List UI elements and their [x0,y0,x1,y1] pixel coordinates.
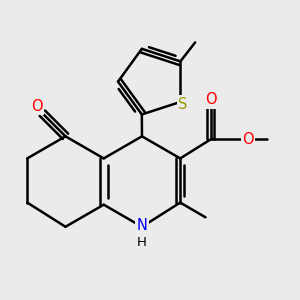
Text: O: O [205,92,216,107]
Text: S: S [178,97,187,112]
Text: O: O [32,98,43,113]
Text: O: O [242,132,254,147]
Text: H: H [137,236,147,249]
Text: N: N [136,218,147,233]
